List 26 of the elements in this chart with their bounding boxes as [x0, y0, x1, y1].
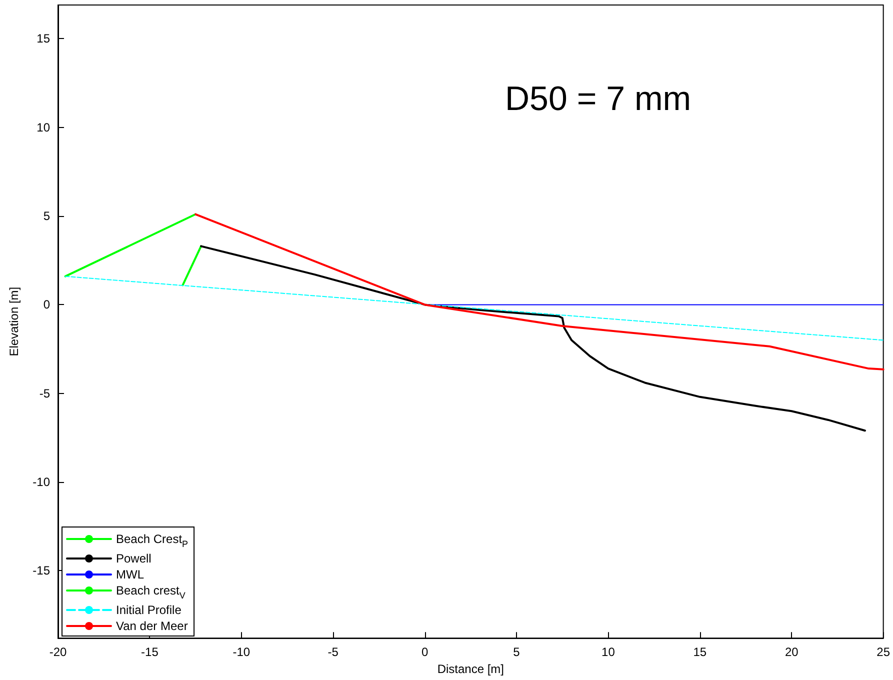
y-tick-label: -10: [32, 475, 50, 490]
legend-label: Initial Profile: [116, 603, 182, 617]
x-tick-label: -20: [49, 645, 67, 660]
y-tick-label: 15: [36, 32, 50, 46]
y-axis-title: Elevation [m]: [7, 286, 21, 356]
x-tick-label: -5: [328, 645, 339, 660]
y-tick-label: 5: [43, 209, 50, 224]
x-tick-label: 20: [784, 645, 799, 660]
x-tick-label: 15: [693, 645, 707, 660]
legend-label: Van der Meer: [116, 619, 188, 633]
y-tick-label: -15: [32, 564, 50, 578]
y-tick-label: 10: [36, 120, 50, 134]
legend-label: MWL: [116, 568, 144, 582]
x-tick-label: 25: [876, 645, 890, 660]
x-tick-label: -15: [141, 645, 159, 660]
annotation: D50 = 7 mm: [505, 80, 692, 118]
line-series: [194, 213, 884, 370]
y-tick-label: 0: [43, 298, 50, 312]
x-tick-label: 10: [602, 645, 616, 660]
x-tick-label: -10: [232, 645, 250, 660]
x-tick-label: 0: [421, 645, 428, 660]
legend-label: Powell: [116, 552, 152, 566]
x-axis-title: Distance [m]: [437, 662, 504, 676]
x-tick-label: 5: [513, 645, 520, 660]
line-series: [200, 245, 866, 432]
y-tick-label: -5: [39, 386, 50, 400]
